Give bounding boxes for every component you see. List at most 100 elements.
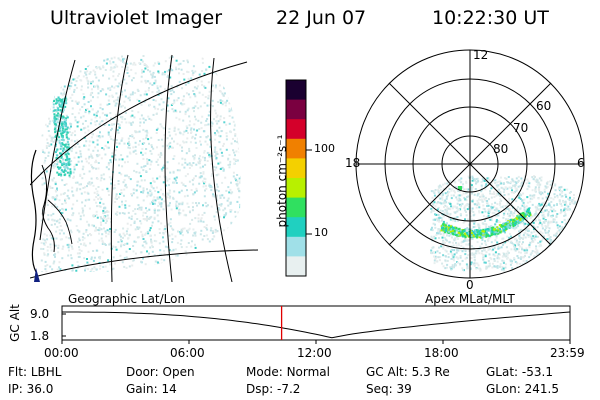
emission-pixel [81,201,84,204]
emission-pixel [76,76,79,79]
emission-pixel [92,141,95,144]
emission-pixel [215,120,218,123]
oval-pixel [459,234,461,237]
emission-pixel [514,246,517,249]
emission-pixel [189,262,191,265]
emission-pixel [160,262,163,265]
emission-pixel [507,239,510,242]
emission-pixel [223,76,225,79]
emission-pixel [86,57,89,60]
emission-pixel [518,196,521,199]
emission-pixel [163,252,166,255]
emission-pixel [480,190,483,193]
emission-pixel [448,188,451,190]
emission-pixel [216,199,218,202]
emission-pixel [163,274,165,276]
emission-pixel [123,78,126,81]
emission-pixel [151,177,154,180]
colorbar-segment [286,119,306,140]
emission-pixel [443,206,445,208]
emission-pixel [144,90,147,93]
emission-pixel [232,98,235,101]
emission-pixel [582,212,584,214]
emission-pixel [95,196,98,198]
oval-pixel [463,232,466,235]
emission-pixel [232,60,235,63]
emission-pixel [117,131,120,134]
emission-pixel [239,221,241,224]
emission-pixel [87,157,90,160]
emission-pixel [493,265,496,268]
arc-pixel [57,101,60,104]
emission-pixel [108,77,111,80]
emission-pixel [101,120,103,123]
emission-pixel [206,118,209,120]
emission-pixel [132,245,135,247]
emission-pixel [199,166,202,169]
emission-pixel [431,196,434,199]
emission-pixel [94,116,97,119]
emission-pixel [87,182,90,185]
arc-pixel [62,139,65,141]
emission-pixel [217,243,220,246]
emission-pixel [167,97,170,100]
emission-pixel [205,187,208,190]
oval-pixel [496,231,499,234]
emission-pixel [164,227,167,230]
emission-pixel [223,216,225,219]
emission-pixel [440,216,443,219]
emission-pixel [46,88,49,91]
emission-pixel [439,233,442,236]
emission-pixel [100,275,102,277]
emission-pixel [529,241,532,244]
emission-pixel [214,155,217,157]
emission-pixel [563,208,566,211]
emission-pixel [147,115,150,118]
emission-pixel [144,218,147,221]
emission-pixel [140,206,143,209]
emission-pixel [548,256,551,259]
emission-pixel [166,161,169,164]
emission-pixel [517,210,520,213]
emission-pixel [146,215,149,218]
emission-pixel [444,199,447,202]
emission-pixel [169,141,172,144]
emission-pixel [231,264,234,267]
emission-pixel [522,192,525,195]
arc-pixel [61,125,64,128]
emission-pixel [168,184,170,187]
emission-pixel [171,259,174,262]
emission-pixel [435,218,438,220]
emission-pixel [217,120,220,123]
emission-pixel [94,120,97,123]
arc-pixel [68,160,71,163]
emission-pixel [512,226,515,229]
emission-pixel [524,252,527,255]
emission-pixel [134,63,137,66]
emission-pixel [185,141,188,144]
arc-pixel [61,132,64,135]
emission-pixel [542,221,545,224]
emission-pixel [499,194,502,197]
emission-pixel [245,209,247,211]
arc-pixel [57,109,60,112]
emission-pixel [542,211,545,214]
mlt-label-6: 6 [577,156,585,170]
emission-pixel [560,208,562,211]
emission-pixel [430,209,433,212]
emission-pixel [106,58,109,61]
emission-pixel [67,189,70,192]
emission-pixel [509,186,512,189]
emission-pixel [213,118,215,121]
emission-pixel [526,269,529,271]
emission-pixel [98,229,101,232]
emission-pixel [134,145,137,148]
emission-pixel [230,181,232,184]
emission-pixel [180,275,182,277]
emission-pixel [183,103,186,106]
emission-pixel [566,230,569,233]
emission-pixel [142,55,145,57]
emission-pixel [88,170,91,173]
emission-pixel [538,222,541,225]
emission-pixel [136,208,139,210]
